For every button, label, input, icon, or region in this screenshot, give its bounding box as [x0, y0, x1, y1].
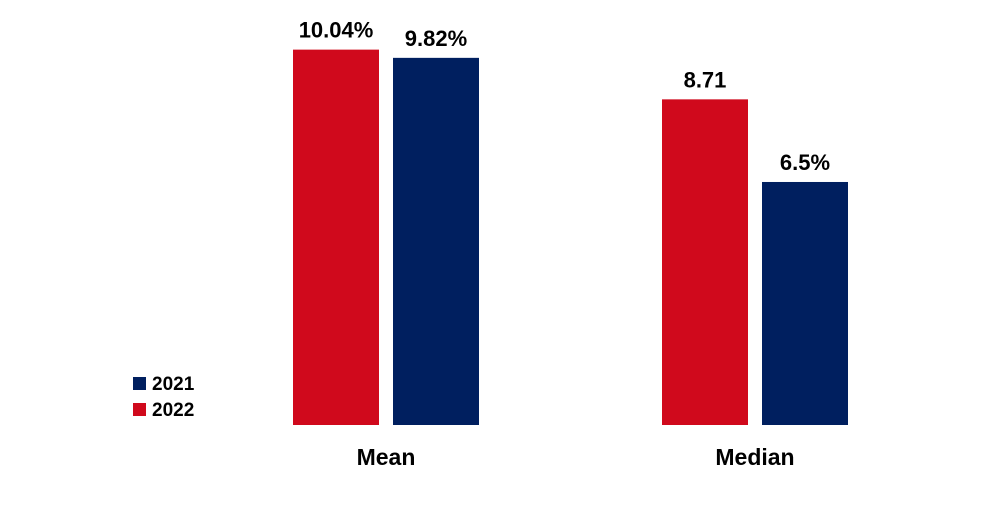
bar-2021-mean	[393, 57, 479, 425]
legend-label-2022: 2022	[152, 400, 194, 421]
bar-2022-median	[662, 99, 748, 425]
legend-swatch-2021	[133, 377, 146, 390]
category-labels-layer: Mean Median	[357, 444, 795, 470]
legend: 2021 2022	[133, 374, 195, 421]
data-label-2021-median: 6.5%	[780, 150, 830, 175]
bars-layer	[293, 49, 848, 426]
bar-2022-mean	[293, 49, 379, 426]
category-label-mean: Mean	[357, 444, 416, 470]
data-label-2022-median: 8.71	[684, 67, 727, 92]
legend-label-2021: 2021	[152, 374, 195, 395]
legend-swatch-2022	[133, 403, 146, 416]
data-label-2021-mean: 9.82%	[405, 26, 467, 51]
data-labels-layer: 10.04% 9.82% 8.71 6.5%	[299, 18, 830, 175]
bar-2021-median	[762, 181, 848, 425]
category-label-median: Median	[715, 444, 794, 470]
data-label-2022-mean: 10.04%	[299, 18, 374, 43]
